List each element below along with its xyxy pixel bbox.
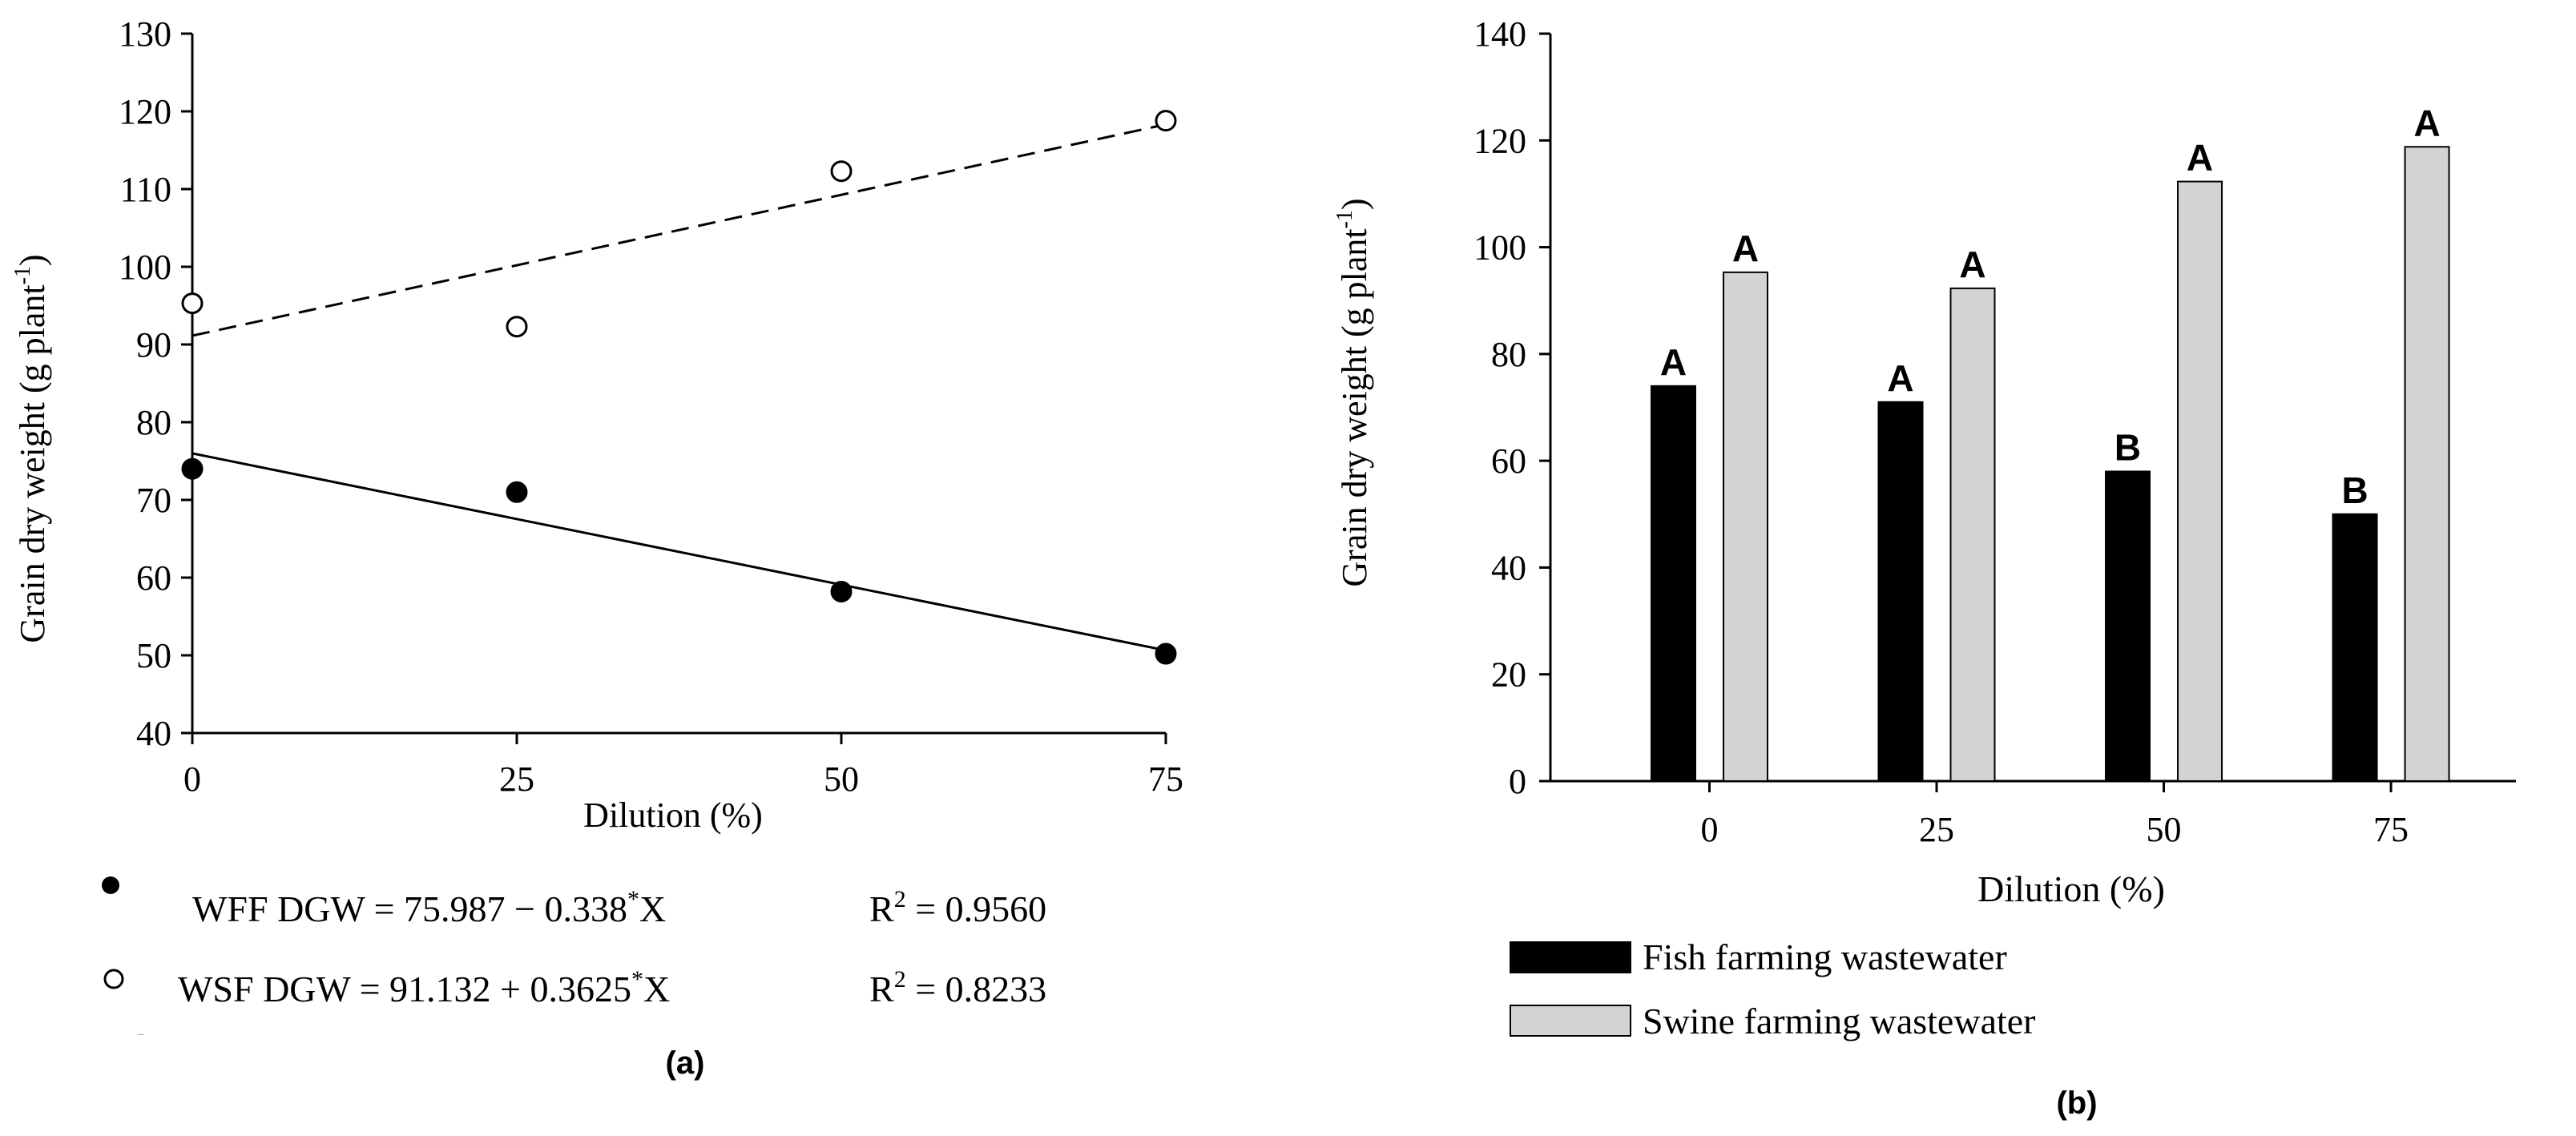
wff-point: [830, 580, 853, 602]
legend-swatch-fish: [1510, 941, 1631, 973]
panel-a-x-tick-label: 25: [499, 759, 534, 799]
panel-a-y-tick-label: 110: [120, 170, 171, 209]
swine-bar: [2404, 146, 2450, 783]
panel-a-y-tick-label: 120: [119, 92, 171, 131]
wsf-r-squared: R2 = 0.8233: [869, 966, 1046, 1009]
swine-bar: [2177, 180, 2223, 782]
panel-b-bars: [1650, 146, 2450, 783]
wsf-equation: WSF DGW = 91.132 + 0.3625*X: [178, 966, 670, 1009]
wsf-point: [1155, 110, 1177, 132]
swine-bar-letter: A: [1732, 228, 1759, 269]
panel-b-caption: (b): [2056, 1086, 2097, 1121]
panel-a-y-tick-label: 130: [119, 14, 171, 54]
panel-b-y-tick-label: 140: [1473, 14, 1526, 54]
panel-a-y-tick-label: 80: [136, 403, 171, 442]
panel-b-x-tick-label: 75: [2373, 810, 2409, 849]
panel-a-y-tick-label: 40: [136, 714, 171, 753]
swine-bar-letter: A: [2413, 102, 2440, 143]
panel-b-chart: 0 20 40 60 80 100 120 140 0 25 50 75 A A A A B A B A Grain…: [1332, 14, 2516, 1121]
wff-point: [506, 481, 528, 503]
wsf-legend-marker: [103, 969, 124, 989]
fish-bar-letter: A: [1660, 341, 1687, 383]
panel-a-x-tick-label: 0: [183, 759, 201, 799]
panel-a-points: [181, 110, 1177, 665]
wff-point: [1155, 643, 1177, 665]
fish-bar: [2332, 513, 2378, 782]
panel-b-tick-labels: 0 20 40 60 80 100 120 140 0 25 50 75: [1473, 14, 2409, 849]
panel-a-tick-labels: 40 50 60 70 80 90 100 110 120 130 0 25 50 75: [119, 14, 1183, 799]
legend-label-swine: Swine farming wastewater: [1643, 1001, 2036, 1041]
panel-a-x-tick-label: 75: [1148, 759, 1183, 799]
panel-b-y-axis-label: Grain dry weight (g plant-1): [1332, 198, 1374, 586]
wsf-point: [181, 292, 204, 315]
swine-bar-letter: A: [1959, 244, 1985, 285]
panel-a-y-tick-label: 50: [136, 636, 171, 675]
wsf-fit-line: [191, 123, 1167, 337]
panel-b-x-tick-label: 25: [1919, 810, 1954, 849]
panel-a-x-tick-label: 50: [824, 759, 859, 799]
legend-label-fish: Fish farming wastewater: [1643, 937, 2007, 977]
panel-b-x-tick-label: 50: [2147, 810, 2182, 849]
fish-bar-letter: A: [1887, 357, 1913, 399]
panel-a-y-tick-label: 60: [136, 558, 171, 598]
stray-mark: ...: [138, 1029, 144, 1037]
panel-a-y-tick-label: 90: [136, 325, 171, 365]
panel-b-y-tick-label: 40: [1491, 548, 1526, 587]
swine-bar: [1722, 271, 1768, 783]
panel-b-significance-letters: A A A A B A B A: [1660, 102, 2441, 511]
wff-point: [181, 457, 204, 480]
wsf-point: [506, 316, 528, 338]
wsf-point: [830, 160, 853, 183]
panel-b-y-tick-label: 60: [1491, 441, 1526, 481]
panel-b-x-tick-label: 0: [1700, 810, 1718, 849]
panel-b-y-tick-label: 20: [1491, 655, 1526, 695]
panel-a-x-axis-label: Dilution (%): [583, 796, 763, 835]
panel-b-y-tick-label: 100: [1473, 228, 1526, 268]
panel-a-caption: (a): [666, 1045, 705, 1081]
fish-bar: [1877, 401, 1924, 782]
panel-b-x-axis-label: Dilution (%): [1977, 868, 2165, 909]
panel-a-y-axis-label: Grain dry weight (g plant-1): [10, 254, 52, 643]
panel-a-axes: [181, 32, 1167, 744]
panel-a-y-tick-label: 100: [119, 248, 171, 287]
fish-bar: [1650, 385, 1696, 782]
panel-a-fit-lines: [191, 123, 1167, 652]
wff-r-squared: R2 = 0.9560: [869, 886, 1046, 929]
panel-a-y-tick-label: 70: [136, 481, 171, 520]
swine-bar: [1949, 287, 1996, 782]
panel-b-y-tick-label: 0: [1509, 762, 1526, 801]
fish-bar-letter: B: [2114, 426, 2141, 468]
swine-bar-letter: A: [2187, 137, 2213, 179]
fish-bar-letter: B: [2341, 469, 2368, 511]
wff-legend-marker: [102, 876, 119, 894]
panel-b-legend: Fish farming wastewater Swine farming wa…: [1510, 937, 2036, 1041]
panel-b-y-tick-label: 120: [1473, 121, 1526, 160]
wff-equation: WFF DGW = 75.987 − 0.338*X: [192, 886, 666, 929]
fish-bar: [2105, 470, 2151, 782]
wff-fit-line: [191, 452, 1167, 652]
panel-a-legend: WFF DGW = 75.987 − 0.338*X R2 = 0.9560 W…: [102, 876, 1046, 1037]
panel-a-chart: 40 50 60 70 80 90 100 110 120 130 0 25 50 75 Grain dr…: [10, 14, 1183, 1081]
panel-b-y-tick-label: 80: [1491, 335, 1526, 374]
legend-swatch-swine: [1510, 1005, 1631, 1037]
